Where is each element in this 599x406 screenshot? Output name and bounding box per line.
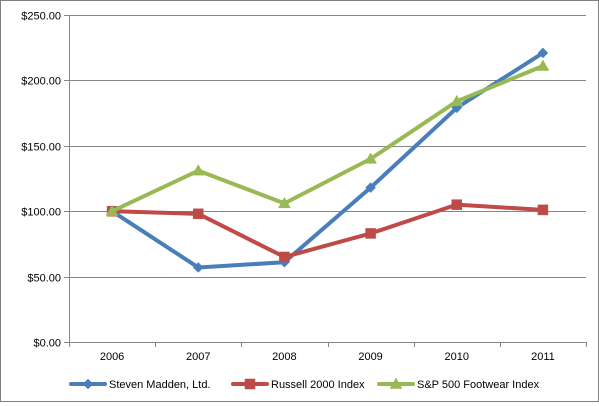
y-tick-label: $150.00: [21, 142, 61, 154]
legend-item: Russell 2000 Index: [231, 378, 365, 391]
data-series: [105, 47, 550, 273]
grid-lines: [69, 15, 586, 278]
data-point-marker: [536, 59, 550, 71]
axes: [64, 15, 587, 347]
x-tick-label: 2010: [445, 351, 469, 363]
y-tick-label: $100.00: [21, 207, 61, 219]
series-0: [106, 47, 549, 273]
data-point-marker: [364, 152, 378, 164]
x-axis-tick-labels: 2006 2007 2008 2009 2010 2011: [100, 351, 555, 363]
x-tick-label: 2011: [531, 351, 555, 363]
data-point-marker: [193, 208, 204, 220]
series-line: [110, 202, 545, 259]
series-line: [110, 50, 545, 270]
series-2: [105, 59, 550, 216]
data-point-marker: [192, 262, 204, 273]
y-axis-tick-labels: $0.00 $50.00 $100.00 $150.00 $200.00 $250.00: [21, 11, 61, 350]
data-point-marker: [277, 196, 291, 209]
data-point-marker: [365, 228, 376, 239]
legend-swatch-marker: [389, 377, 403, 389]
legend-swatch-marker: [82, 378, 94, 390]
legend-label: S&P 500 Footwear Index: [417, 379, 540, 391]
y-tick-label: $200.00: [21, 76, 61, 88]
data-point-marker: [537, 204, 549, 216]
x-tick-label: 2008: [272, 351, 296, 363]
legend-label: Steven Madden, Ltd.: [109, 379, 211, 391]
data-point-marker: [365, 182, 376, 194]
data-point-marker: [450, 94, 464, 107]
legend-label: Russell 2000 Index: [271, 379, 365, 391]
legend-swatch-marker: [244, 378, 256, 390]
y-tick-label: $50.00: [27, 273, 61, 285]
legend-item: Steven Madden, Ltd.: [69, 378, 211, 391]
y-tick-label: $250.00: [21, 11, 61, 23]
data-point-marker: [279, 251, 290, 263]
x-tick-label: 2006: [100, 351, 124, 363]
y-tick-label: $0.00: [33, 338, 61, 350]
data-point-marker: [105, 204, 119, 216]
data-point-marker: [191, 164, 205, 176]
x-tick-label: 2007: [186, 351, 210, 363]
legend: Steven Madden, Ltd. Russell 2000 Index S&P…: [69, 377, 540, 391]
data-point-marker: [451, 199, 462, 210]
data-point-marker: [537, 47, 549, 59]
x-tick-label: 2009: [358, 351, 382, 363]
series-line: [110, 64, 545, 214]
legend-item: S&P 500 Footwear Index: [377, 377, 540, 391]
